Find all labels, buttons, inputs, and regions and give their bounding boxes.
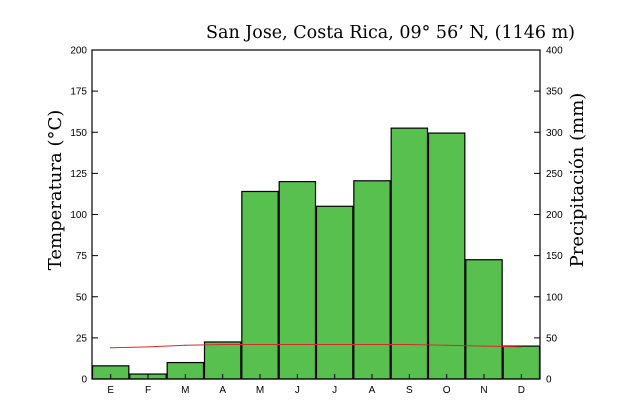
left-y-tick-label: 150 xyxy=(70,128,87,139)
right-y-tick-label: 250 xyxy=(546,169,563,180)
precipitation-bar-8 xyxy=(353,180,391,380)
x-tick-label: M xyxy=(181,385,189,396)
x-tick-label: S xyxy=(406,385,413,396)
precipitation-bar-6 xyxy=(278,181,317,380)
temperature-point-5 xyxy=(259,343,261,346)
bars-layer xyxy=(91,127,541,380)
right-y-tick-label: 200 xyxy=(546,210,563,221)
y-axis-label-left: Temperatura (°C) xyxy=(45,110,66,271)
x-tick-label: E xyxy=(107,385,114,396)
temperature-line-layer xyxy=(110,343,522,349)
right-y-tick-label: 300 xyxy=(546,128,563,139)
x-tick-label: F xyxy=(145,385,151,396)
left-y-tick-label: 100 xyxy=(70,210,87,221)
temperature-point-4 xyxy=(222,343,224,346)
left-y-tick-label: 75 xyxy=(76,251,88,262)
right-y-tick-label: 400 xyxy=(546,46,563,57)
x-tick-label: A xyxy=(369,385,376,396)
left-y-tick-label: 0 xyxy=(81,375,87,386)
temperature-point-9 xyxy=(408,343,410,346)
x-tick-label: J xyxy=(332,385,337,396)
precipitation-bar-9 xyxy=(390,127,429,380)
temperature-point-1 xyxy=(110,347,112,349)
x-tick-label: A xyxy=(219,385,226,396)
right-y-tick-label: 0 xyxy=(546,375,552,386)
right-y-tick-label: 100 xyxy=(546,292,563,303)
chart-title: San Jose, Costa Rica, 09° 56’ N, (1146 m… xyxy=(206,23,575,43)
axes: 0 25 50 75 100 125 150 175 200 0 50 100 150 200 250 300… xyxy=(70,46,563,397)
right-y-tick-label: 350 xyxy=(546,87,563,98)
x-tick-label: J xyxy=(295,385,300,396)
temperature-point-6 xyxy=(296,343,298,346)
temperature-point-3 xyxy=(184,344,186,346)
x-tick-label: N xyxy=(480,385,487,396)
left-y-tick-label: 25 xyxy=(76,333,88,344)
x-tick-label: D xyxy=(518,385,525,396)
precipitation-bar-10 xyxy=(427,132,466,380)
x-tick-label: M xyxy=(256,385,264,396)
right-y-tick-label: 150 xyxy=(546,251,563,262)
right-y-tick-label: 50 xyxy=(546,333,558,344)
left-y-tick-label: 200 xyxy=(70,46,87,57)
temperature-point-8 xyxy=(371,343,373,346)
precipitation-bar-7 xyxy=(315,205,354,380)
precipitation-bar-11 xyxy=(465,259,503,380)
y-axis-label-right: Precipitación (mm) xyxy=(567,93,588,268)
temperature-point-11 xyxy=(483,345,485,347)
temperature-point-12 xyxy=(520,346,522,348)
temperature-point-7 xyxy=(334,343,336,346)
precipitation-bar-4 xyxy=(203,341,242,380)
left-y-tick-label: 50 xyxy=(76,292,88,303)
temperature-point-10 xyxy=(446,344,448,346)
temperature-line xyxy=(110,343,522,349)
left-y-tick-label: 175 xyxy=(70,87,87,98)
x-tick-label: O xyxy=(443,385,451,396)
precipitation-bar-5 xyxy=(241,190,279,380)
left-y-tick-label: 125 xyxy=(70,169,87,180)
temperature-point-2 xyxy=(147,346,149,348)
